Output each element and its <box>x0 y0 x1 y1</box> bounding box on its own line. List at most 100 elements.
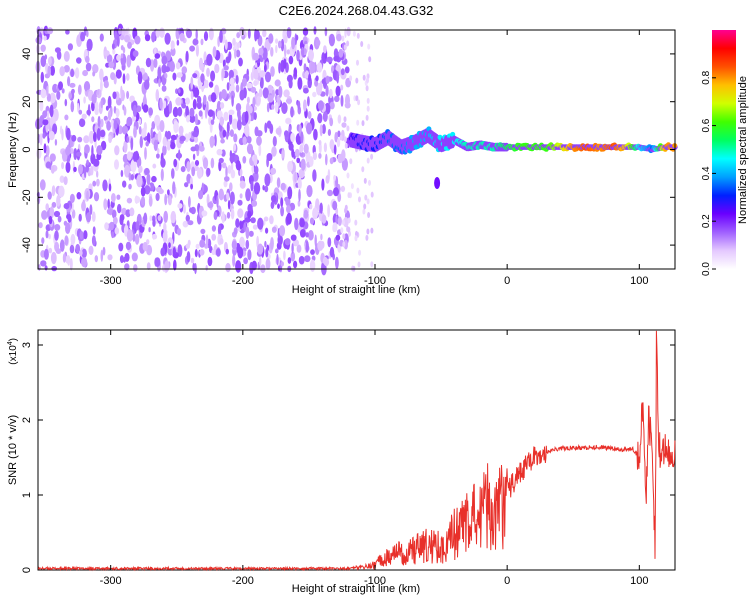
heatmap-cell <box>340 95 344 107</box>
heatmap-cell <box>216 195 219 208</box>
heatmap-cell <box>232 254 236 267</box>
heatmap-cell <box>340 68 345 76</box>
heatmap-cell <box>140 196 146 206</box>
heatmap-cell <box>304 70 310 79</box>
heatmap-cell <box>214 63 220 74</box>
heatmap-cell <box>70 233 76 246</box>
heatmap-cell <box>175 62 181 70</box>
heatmap-cell <box>283 44 287 58</box>
heatmap-cell <box>291 36 296 50</box>
heatmap-cell <box>82 70 88 77</box>
heatmap-cell <box>196 167 203 179</box>
heatmap-cell <box>90 165 94 176</box>
heatmap-cell <box>78 164 83 175</box>
heatmap-cell <box>144 147 147 160</box>
heatmap-cell <box>264 240 267 248</box>
heatmap-cell <box>280 197 284 208</box>
heatmap-cell <box>434 177 441 189</box>
heatmap-cell <box>312 207 319 220</box>
heatmap-cell <box>308 49 314 61</box>
heatmap-cell <box>126 136 130 143</box>
heatmap-cell <box>170 210 177 224</box>
heatmap-cell <box>271 104 275 110</box>
heatmap-cell <box>356 59 359 66</box>
heatmap-cell <box>357 261 361 268</box>
heatmap-cell <box>146 173 151 186</box>
heatmap-cell <box>190 146 197 152</box>
heatmap-cell <box>239 220 243 230</box>
heatmap-cell <box>160 168 164 181</box>
heatmap-cell <box>223 111 229 122</box>
heatmap-cell <box>310 61 316 74</box>
heatmap-cell <box>227 164 232 174</box>
heatmap-cell <box>343 136 347 143</box>
heatmap-cell <box>236 32 241 39</box>
heatmap-cell <box>312 151 317 161</box>
heatmap-cell <box>63 65 70 73</box>
heatmap-cell <box>192 38 199 46</box>
heatmap-cell <box>69 244 75 254</box>
snr-x-tick-label: -200 <box>232 575 254 587</box>
heatmap-cell <box>45 230 49 239</box>
heatmap-cell <box>92 226 96 235</box>
heatmap-cell <box>293 67 298 77</box>
heatmap-cell <box>267 95 274 103</box>
heatmap-cell <box>133 264 138 272</box>
heatmap-cell <box>245 226 250 239</box>
heatmap-cell <box>58 185 65 198</box>
heatmap-cell <box>184 133 189 143</box>
heatmap-cell <box>323 142 327 153</box>
heatmap-cell <box>233 133 238 143</box>
heatmap-cell <box>337 192 342 203</box>
heatmap-cell <box>263 216 269 222</box>
heatmap-cell <box>120 53 124 59</box>
heatmap-cell <box>355 77 359 84</box>
heatmap-cell <box>247 210 252 219</box>
heatmap-cell <box>189 107 195 117</box>
heatmap-cell <box>142 104 149 113</box>
heatmap-cell <box>170 40 175 50</box>
heatmap-cell <box>86 190 89 201</box>
heatmap-cell <box>178 125 184 136</box>
heatmap-cell <box>69 82 76 88</box>
heatmap-cell <box>92 180 97 187</box>
heatmap-cell <box>270 167 277 175</box>
heatmap-cell <box>132 104 137 117</box>
heatmap-cell <box>209 135 215 147</box>
heatmap-cell <box>170 47 176 57</box>
heatmap-cell <box>277 40 282 49</box>
heatmap-cell <box>70 68 74 77</box>
heatmap-cell <box>175 97 182 106</box>
heatmap-cell <box>246 82 253 89</box>
heatmap-cell <box>228 109 235 116</box>
heatmap-cell <box>146 262 151 270</box>
snr-y-ticks: 0 1 2 3 <box>21 342 675 573</box>
heatmap-cell <box>299 229 306 238</box>
heatmap-cell <box>358 249 362 256</box>
heatmap-cell <box>367 43 371 50</box>
heatmap-cell <box>286 49 290 55</box>
heatmap-cell <box>299 151 304 157</box>
heatmap-cell <box>61 162 65 170</box>
heatmap-cell <box>140 186 146 197</box>
heatmap-cell <box>251 260 257 271</box>
heatmap-cell <box>85 212 92 223</box>
heatmap-cell <box>113 120 118 130</box>
heatmap-cell <box>347 226 351 233</box>
heatmap-cell <box>134 196 141 204</box>
heatmap-cell <box>100 249 104 262</box>
heatmap-cell <box>111 209 117 219</box>
heatmap-cell <box>96 127 101 141</box>
heatmap-cell <box>186 28 192 39</box>
heatmap-cell <box>188 131 192 139</box>
heatmap-cell <box>138 165 143 173</box>
heatmap-cell <box>112 91 117 100</box>
heatmap-cell <box>356 119 360 126</box>
heatmap-cell <box>270 237 274 250</box>
heatmap-cell <box>333 174 336 182</box>
heatmap-cell <box>366 198 370 205</box>
snr-multiplier-close: ) <box>8 338 19 341</box>
heatmap-cell <box>84 144 90 154</box>
heatmap-cell <box>59 239 65 252</box>
heatmap-cell <box>118 242 124 252</box>
